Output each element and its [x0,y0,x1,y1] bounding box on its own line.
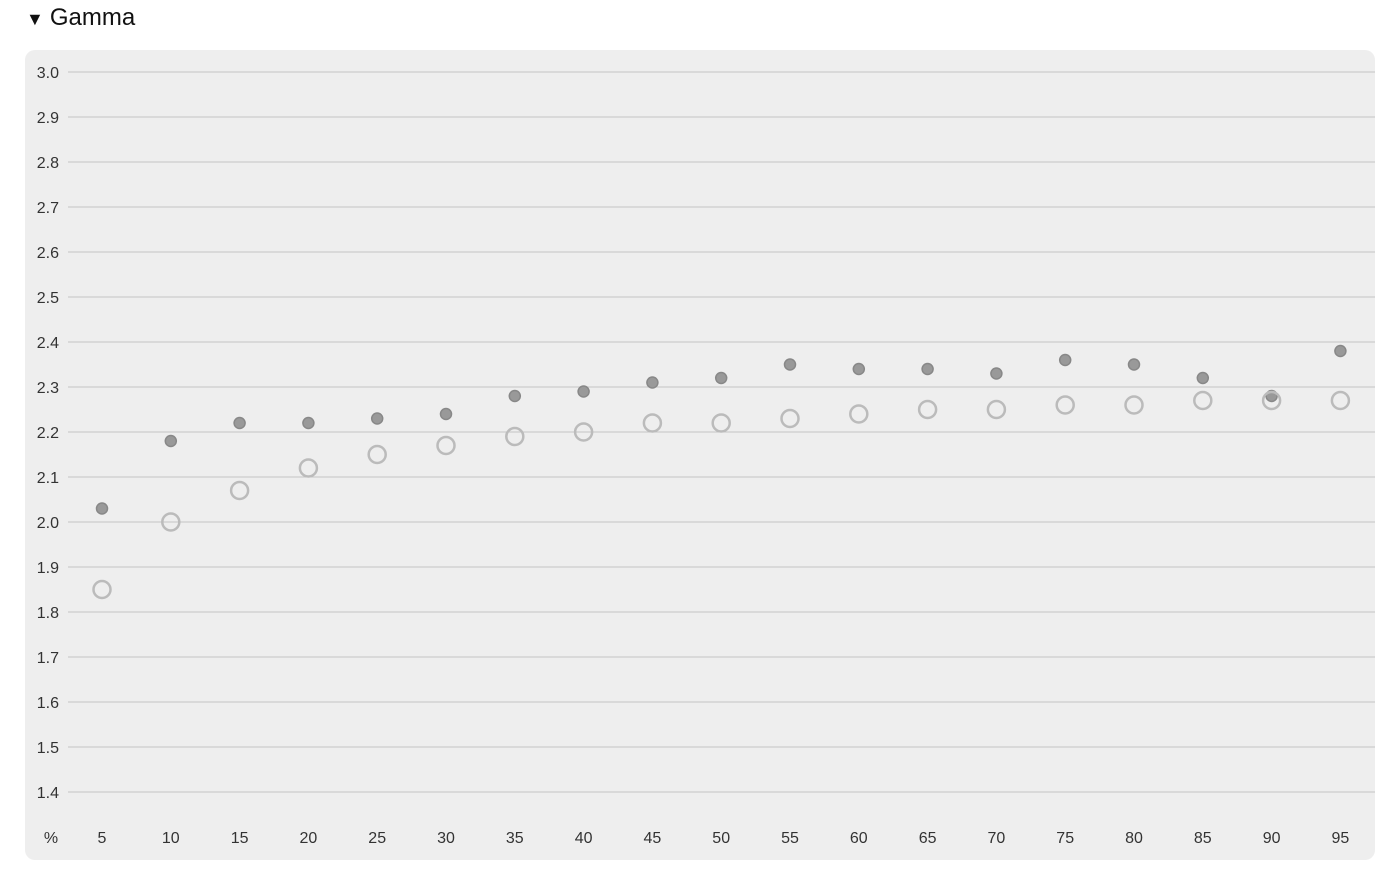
data-point-hollow [229,480,250,501]
x-tick-label: 30 [437,830,455,847]
x-tick-label: 65 [919,830,937,847]
data-point-hollow [1055,395,1075,415]
x-tick-label: 5 [98,830,107,847]
x-tick-label: 85 [1194,830,1212,847]
data-point-filled [233,416,246,430]
x-tick-label: 15 [231,830,249,847]
data-point-hollow [505,426,525,447]
data-point-filled [508,389,522,403]
data-point-filled [921,362,934,376]
data-point-hollow [92,579,112,600]
y-tick-label: 2.2 [37,425,59,442]
data-point-filled [852,362,866,376]
x-tick-label: 75 [1056,830,1074,847]
y-tick-label: 1.7 [37,650,59,667]
y-tick-label: 2.7 [37,200,59,217]
y-tick-label: 1.4 [37,785,59,802]
triangle-down-icon: ▼ [26,9,44,29]
data-point-filled [1196,371,1210,385]
data-point-filled [990,367,1003,380]
y-tick-label: 1.8 [37,605,59,622]
x-tick-label: 70 [988,830,1006,847]
x-tick-label: 35 [506,830,524,847]
data-point-hollow [573,422,594,442]
x-tick-label: 80 [1125,830,1143,847]
data-point-hollow [917,399,938,420]
y-tick-label: 1.5 [37,740,59,757]
gamma-section-toggle[interactable]: ▼ Gamma [26,4,135,32]
data-point-hollow [161,512,181,532]
data-point-hollow [367,444,387,465]
data-point-filled [714,371,728,385]
data-point-hollow [711,413,731,433]
x-tick-label: 45 [644,830,662,847]
data-point-filled [439,407,453,421]
data-point-filled [1334,344,1347,358]
data-point-filled [783,358,797,371]
data-point-filled [1127,358,1141,371]
data-point-filled [302,416,315,430]
section-title: Gamma [49,4,136,31]
data-point-filled [1058,353,1072,367]
y-tick-label: 3.0 [37,65,59,82]
x-tick-label: 25 [368,830,386,847]
data-point-hollow [298,458,319,478]
x-tick-label: 95 [1332,830,1350,847]
data-point-filled [95,502,109,515]
x-tick-label: 20 [300,830,318,847]
y-tick-label: 2.6 [37,245,59,262]
data-point-hollow [1124,395,1144,415]
y-tick-label: 2.1 [37,470,59,487]
x-tick-label: 40 [575,830,593,847]
x-unit-label: % [44,830,58,847]
gamma-chart: 3.0 2.9 2.8 2.7 2.6 2.5 2.4 2.3 2.2 2.1 2.0 1.9 1.8 1… [37,65,1375,847]
data-point-filled [370,412,384,425]
data-point-hollow [1330,390,1351,411]
data-point-hollow [436,435,456,456]
data-point-hollow [780,408,800,429]
data-point-hollow [1261,390,1282,411]
data-point-filled [646,376,659,389]
x-tick-label: 50 [712,830,730,847]
x-tick-label: 90 [1263,830,1281,847]
data-point-hollow [849,404,869,424]
data-point-hollow [642,413,663,433]
x-tick-label: 55 [781,830,799,847]
y-tick-label: 2.8 [37,155,59,172]
x-tick-label: 60 [850,830,868,847]
y-tick-label: 2.5 [37,290,59,307]
y-tick-label: 2.9 [37,110,59,127]
y-tick-label: 1.6 [37,695,59,712]
data-point-hollow [1193,390,1213,411]
y-tick-label: 2.4 [37,335,59,352]
y-tick-label: 1.9 [37,560,59,577]
chart-panel: 3.0 2.9 2.8 2.7 2.6 2.5 2.4 2.3 2.2 2.1 2.0 1.9 1.8 1… [25,50,1375,860]
data-point-filled [164,434,178,448]
data-point-hollow [986,399,1007,420]
x-tick-label: 10 [162,830,180,847]
data-point-filled [577,385,590,398]
y-tick-label: 2.0 [37,515,59,532]
y-tick-label: 2.3 [37,380,59,397]
